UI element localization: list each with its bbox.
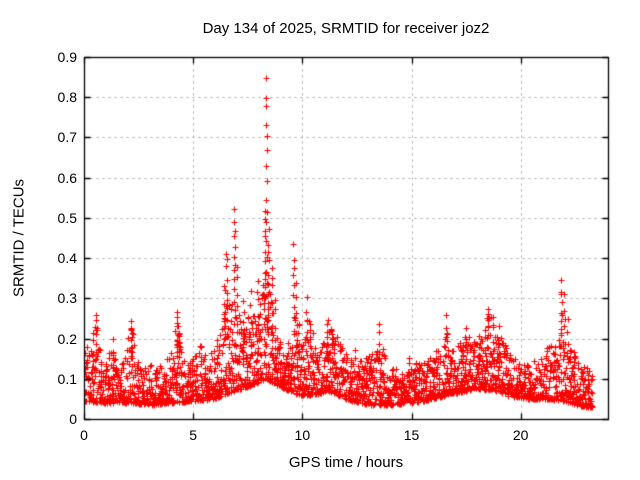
y-axis-label: SRMTID / TECUs [10, 178, 28, 298]
y-tick-label: 0.6 [57, 169, 77, 186]
x-tick-label: 20 [512, 427, 529, 443]
x-tick-label: 5 [189, 427, 198, 443]
y-tick-label: 0 [69, 411, 77, 427]
x-axis-label: GPS time / hours [288, 454, 404, 471]
y-tick-label: 0.4 [57, 250, 77, 267]
x-tick-label: 0 [80, 427, 88, 443]
y-tick-label: 0.1 [57, 370, 77, 387]
y-tick-label: 0.3 [57, 290, 77, 307]
y-tick-label: 0.5 [57, 209, 77, 226]
y-tick-label: 0.9 [57, 49, 77, 65]
x-tick-label: 10 [294, 427, 311, 443]
y-tick-label: 0.2 [57, 330, 77, 347]
y-tick-label: 0.8 [57, 89, 77, 106]
x-tick-label: 15 [403, 427, 420, 443]
y-tick-label: 0.7 [57, 129, 77, 146]
chart-title: Day 134 of 2025, SRMTID for receiver joz… [202, 20, 490, 37]
